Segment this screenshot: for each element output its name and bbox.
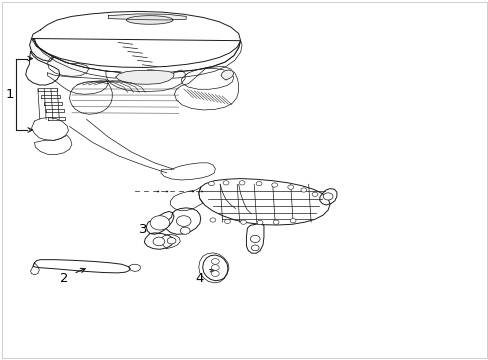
Circle shape	[208, 181, 214, 186]
Polygon shape	[33, 260, 130, 273]
Polygon shape	[170, 187, 202, 211]
Circle shape	[224, 219, 230, 224]
Polygon shape	[128, 264, 140, 271]
Polygon shape	[106, 70, 185, 91]
Circle shape	[271, 183, 277, 187]
Circle shape	[239, 181, 244, 185]
Polygon shape	[31, 117, 68, 140]
Polygon shape	[165, 208, 201, 234]
Circle shape	[287, 185, 293, 189]
Polygon shape	[47, 117, 64, 120]
Circle shape	[180, 227, 190, 234]
Polygon shape	[108, 14, 186, 20]
Circle shape	[323, 193, 332, 200]
Circle shape	[150, 216, 169, 230]
Circle shape	[240, 220, 246, 224]
Polygon shape	[34, 135, 72, 155]
Polygon shape	[161, 163, 215, 180]
Polygon shape	[47, 57, 89, 76]
Circle shape	[167, 238, 176, 244]
Circle shape	[311, 192, 317, 197]
Circle shape	[250, 235, 260, 243]
Polygon shape	[174, 66, 238, 110]
Polygon shape	[144, 233, 173, 249]
Circle shape	[273, 220, 279, 224]
Circle shape	[289, 219, 295, 223]
Polygon shape	[199, 179, 329, 225]
Circle shape	[153, 237, 164, 246]
Circle shape	[211, 271, 219, 276]
Text: 2: 2	[60, 272, 69, 285]
Text: 1: 1	[6, 88, 14, 101]
Polygon shape	[246, 224, 264, 253]
Text: 3: 3	[139, 223, 147, 236]
Circle shape	[176, 216, 191, 226]
Polygon shape	[30, 263, 39, 275]
Polygon shape	[26, 51, 60, 85]
Circle shape	[256, 181, 262, 186]
Polygon shape	[30, 39, 54, 62]
Polygon shape	[38, 88, 57, 91]
Circle shape	[257, 220, 263, 225]
Polygon shape	[31, 12, 240, 67]
Text: 4: 4	[195, 272, 203, 285]
Polygon shape	[181, 68, 233, 89]
Polygon shape	[146, 211, 174, 234]
Circle shape	[251, 245, 259, 251]
Polygon shape	[41, 95, 60, 98]
Circle shape	[300, 188, 306, 192]
Polygon shape	[44, 102, 62, 105]
Polygon shape	[47, 73, 108, 94]
Polygon shape	[202, 255, 227, 281]
Circle shape	[211, 265, 219, 270]
Polygon shape	[46, 109, 63, 112]
Polygon shape	[161, 234, 180, 249]
Polygon shape	[69, 82, 112, 114]
Circle shape	[223, 181, 228, 185]
Polygon shape	[33, 39, 240, 73]
Polygon shape	[116, 70, 174, 84]
Polygon shape	[319, 189, 336, 205]
Circle shape	[209, 218, 215, 222]
Polygon shape	[126, 16, 173, 24]
Circle shape	[211, 258, 219, 264]
Polygon shape	[221, 70, 233, 80]
